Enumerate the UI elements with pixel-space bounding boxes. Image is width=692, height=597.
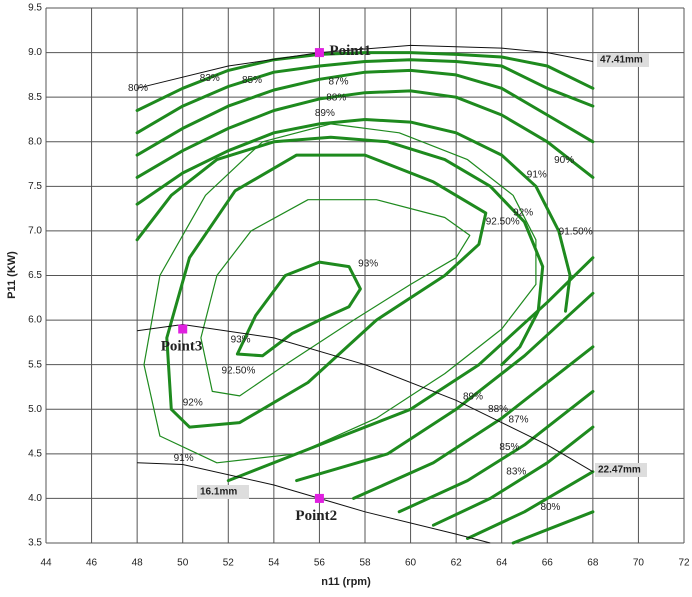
x-tick-label: 48 [132, 558, 144, 569]
contour-label: 85% [499, 442, 519, 453]
x-tick-label: 60 [405, 558, 417, 569]
x-tick-label: 62 [451, 558, 463, 569]
x-axis-title: n11 (rpm) [321, 576, 371, 588]
contour-line [135, 118, 572, 313]
contour-line [135, 58, 595, 135]
contour-line [352, 345, 595, 500]
x-tick-label: 44 [40, 558, 52, 569]
contour-line [135, 51, 595, 112]
gate-label: 47.41mm [600, 55, 643, 66]
contour-label: 92% [513, 208, 533, 219]
operating-point [314, 48, 324, 58]
contour-label: 91.50% [559, 226, 593, 237]
label-background [597, 53, 649, 67]
contour-label: 83% [200, 73, 220, 84]
contour-line [226, 256, 595, 483]
contour-line [397, 389, 595, 514]
y-axis-title: P11 (KW) [6, 251, 18, 299]
y-tick-label: 6.0 [28, 315, 42, 326]
contour-line [295, 291, 595, 483]
gate-label: 22.47mm [598, 465, 641, 476]
contour-line [143, 123, 537, 464]
y-tick-label: 3.5 [28, 538, 42, 549]
y-tick-label: 6.5 [28, 270, 42, 281]
contour-label: 89% [463, 391, 483, 402]
gate-label: 16.1mm [200, 487, 237, 498]
x-tick-label: 54 [268, 558, 280, 569]
x-tick-label: 72 [678, 558, 690, 569]
x-tick-label: 68 [587, 558, 599, 569]
x-tick-label: 56 [314, 558, 326, 569]
operating-point [314, 493, 324, 503]
contour-label: 80% [128, 83, 148, 94]
y-tick-label: 5.5 [28, 359, 42, 370]
y-tick-label: 5.0 [28, 404, 42, 415]
contour-label: 80% [540, 502, 560, 513]
contour-line [431, 425, 595, 527]
contour-label: 92.50% [221, 366, 255, 377]
contour-label: 91% [174, 453, 194, 464]
contour-label: 90% [554, 155, 574, 166]
contour-line [135, 89, 595, 179]
contour-label: 93% [231, 334, 251, 345]
contour-label: 92.50% [486, 217, 520, 228]
x-tick-label: 52 [223, 558, 235, 569]
contour-label: 85% [242, 75, 262, 86]
label-background [197, 485, 249, 499]
y-tick-label: 8.5 [28, 92, 42, 103]
contour-line [165, 153, 488, 429]
y-tick-label: 4.0 [28, 493, 42, 504]
contour-line [466, 470, 595, 540]
contour-line [135, 68, 595, 157]
x-tick-label: 66 [542, 558, 554, 569]
contour-label: 88% [488, 404, 508, 415]
contour-label: 89% [315, 108, 335, 119]
y-tick-label: 7.5 [28, 181, 42, 192]
y-tick-label: 7.0 [28, 226, 42, 237]
y-tick-label: 9.5 [28, 3, 42, 14]
point-label: Point1 [329, 43, 371, 59]
contour-label: 83% [506, 466, 526, 477]
operating-point [178, 324, 188, 334]
x-tick-label: 58 [359, 558, 371, 569]
label-background [595, 463, 647, 477]
x-tick-label: 50 [177, 558, 189, 569]
y-tick-label: 9.0 [28, 47, 42, 58]
contour-label: 87% [509, 415, 529, 426]
y-tick-label: 4.5 [28, 448, 42, 459]
contour-label: 88% [326, 93, 346, 104]
contour-label: 93% [358, 259, 378, 270]
point-label: Point3 [161, 338, 203, 354]
x-tick-label: 70 [633, 558, 645, 569]
contour-label: 91% [527, 169, 547, 180]
x-tick-label: 46 [86, 558, 98, 569]
y-tick-label: 8.0 [28, 136, 42, 147]
contour-line [511, 510, 595, 545]
gate-line [136, 44, 593, 89]
contour-label: 92% [183, 398, 203, 409]
contour-label: 87% [329, 77, 349, 88]
x-tick-label: 64 [496, 558, 508, 569]
point-label: Point2 [295, 508, 337, 524]
contour-line [235, 260, 362, 358]
contour-line [200, 199, 471, 397]
